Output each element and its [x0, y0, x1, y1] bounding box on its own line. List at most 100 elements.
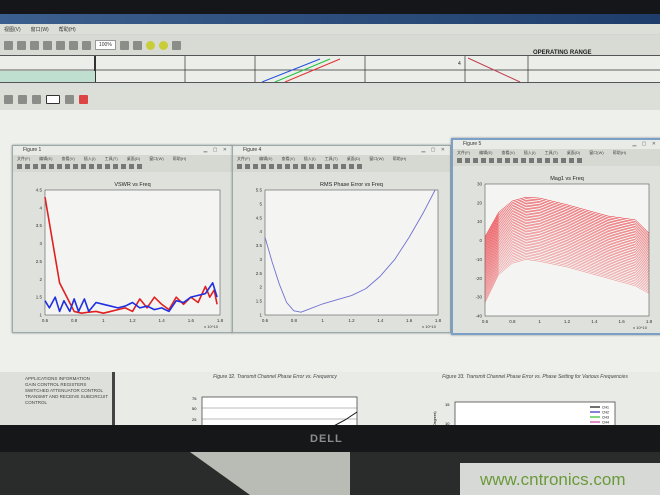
bookmark-item[interactable]: APPLICATIONS INFORMATION [25, 376, 90, 381]
figure-menu-item[interactable]: 帮助(H) [172, 156, 187, 161]
figure-tool-icon[interactable] [237, 164, 242, 169]
figure-menu-item[interactable]: 文件(F) [237, 156, 251, 161]
zoom-in-icon[interactable] [82, 40, 91, 50]
figure-tool-icon[interactable] [505, 158, 510, 163]
figure-tool-icon[interactable] [349, 164, 354, 169]
figure-tool-icon[interactable] [25, 164, 30, 169]
email-icon[interactable] [30, 40, 39, 50]
figure-menu-item[interactable]: 编辑(E) [259, 156, 273, 161]
figure-tool-icon[interactable] [121, 164, 126, 169]
next-page-icon[interactable] [56, 40, 65, 50]
figure-menu-item[interactable]: 工具(T) [324, 156, 338, 161]
figure-menu-item[interactable]: 窗口(W) [149, 156, 164, 161]
prev-page-icon[interactable] [43, 40, 52, 50]
figure-menu-item[interactable]: 插入(I) [303, 156, 316, 161]
figure-menu-item[interactable]: 帮助(H) [392, 156, 407, 161]
print-icon[interactable] [17, 40, 26, 50]
window-buttons-icon[interactable]: ▁ ▢ ✕ [203, 147, 229, 153]
figure-tool-icon[interactable] [481, 158, 486, 163]
figure-window-5[interactable]: Figure 5 ▁ ▢ ✕ 文件(F) 编辑(E) 查看(V) 插入(I) 工具(T) 桌面… [451, 138, 660, 335]
figure-menu-item[interactable]: 工具(T) [104, 156, 118, 161]
save-icon[interactable] [4, 94, 13, 104]
figure-tool-icon[interactable] [529, 158, 534, 163]
figure-menu-item[interactable]: 编辑(E) [39, 156, 53, 161]
figure-tool-icon[interactable] [357, 164, 362, 169]
fit-width-icon[interactable] [132, 40, 142, 50]
figure-menu-item[interactable]: 桌面(D) [126, 156, 141, 161]
bookmark-item[interactable]: TRANSMIT AND RECEIVE SUBCIRCUIT CONTROL [25, 394, 109, 405]
figure-tool-icon[interactable] [97, 164, 102, 169]
figure-window-4[interactable]: Figure 4 ▁ ▢ ✕ 文件(F) 编辑(E) 查看(V) 插入(I) 工具(T) 桌面… [232, 145, 451, 333]
figure-tool-icon[interactable] [497, 158, 502, 163]
expand-icon[interactable] [171, 40, 181, 50]
window-buttons-icon[interactable]: ▁ ▢ ✕ [632, 141, 658, 147]
menu-item[interactable]: 视图(V) [4, 27, 21, 33]
figure-tool-icon[interactable] [309, 164, 314, 169]
pencil-icon[interactable] [65, 94, 74, 104]
figure-tool-icon[interactable] [137, 164, 142, 169]
zoom-out-icon[interactable] [69, 40, 78, 50]
stamp-icon[interactable] [32, 94, 41, 104]
figure-menu-item[interactable]: 帮助(H) [612, 150, 627, 155]
menu-item[interactable]: 窗口(W) [30, 27, 49, 33]
figure-tool-icon[interactable] [57, 164, 62, 169]
figure-window-1[interactable]: Figure 1 ▁ ▢ ✕ 文件(F) 编辑(E) 查看(V) 插入(I) 工具(T) 桌面… [12, 145, 233, 333]
figure-tool-icon[interactable] [65, 164, 70, 169]
figure-tool-icon[interactable] [269, 164, 274, 169]
figure-tool-icon[interactable] [301, 164, 306, 169]
copy-icon[interactable] [18, 94, 27, 104]
bookmark-item[interactable]: SWITCHED ATTENUATOR CONTROL [25, 388, 104, 393]
menu-item[interactable]: 帮助(H) [58, 27, 76, 33]
figure-tool-icon[interactable] [81, 164, 86, 169]
figure-tool-icon[interactable] [105, 164, 110, 169]
figure-tool-icon[interactable] [561, 158, 566, 163]
figure-menu-item[interactable]: 查看(V) [501, 150, 515, 155]
figure-menu-item[interactable]: 文件(F) [457, 150, 471, 155]
figure-menu-item[interactable]: 桌面(D) [566, 150, 581, 155]
figure-tool-icon[interactable] [577, 158, 582, 163]
figure-tool-icon[interactable] [49, 164, 54, 169]
figure-tool-icon[interactable] [73, 164, 78, 169]
figure-tool-icon[interactable] [521, 158, 526, 163]
figure-menu-item[interactable]: 插入(I) [523, 150, 536, 155]
figure-tool-icon[interactable] [553, 158, 558, 163]
eraser-icon[interactable] [79, 94, 88, 104]
figure-menu-item[interactable]: 桌面(D) [346, 156, 361, 161]
figure-tool-icon[interactable] [325, 164, 330, 169]
figure-tool-icon[interactable] [17, 164, 22, 169]
figure-menu-item[interactable]: 查看(V) [61, 156, 75, 161]
figure-menu-item[interactable]: 编辑(E) [479, 150, 493, 155]
figure-menu-item[interactable]: 窗口(W) [589, 150, 604, 155]
zoom-select[interactable]: 100% [95, 40, 116, 50]
figure-tool-icon[interactable] [277, 164, 282, 169]
figure-tool-icon[interactable] [473, 158, 478, 163]
figure-tool-icon[interactable] [545, 158, 550, 163]
figure-tool-icon[interactable] [341, 164, 346, 169]
save-icon[interactable] [4, 40, 13, 50]
figure-tool-icon[interactable] [285, 164, 290, 169]
figure-tool-icon[interactable] [513, 158, 518, 163]
figure-menu-item[interactable]: 工具(T) [544, 150, 558, 155]
figure-tool-icon[interactable] [333, 164, 338, 169]
figure-tool-icon[interactable] [245, 164, 250, 169]
figure-tool-icon[interactable] [253, 164, 258, 169]
figure-tool-icon[interactable] [41, 164, 46, 169]
fit-page-icon[interactable] [119, 40, 129, 50]
figure-tool-icon[interactable] [89, 164, 94, 169]
figure-tool-icon[interactable] [457, 158, 462, 163]
figure-tool-icon[interactable] [537, 158, 542, 163]
figure-tool-icon[interactable] [489, 158, 494, 163]
figure-tool-icon[interactable] [465, 158, 470, 163]
figure-menu-item[interactable]: 窗口(W) [369, 156, 384, 161]
bookmark-item[interactable]: GAIN CONTROL REGISTERS [25, 382, 87, 387]
figure-tool-icon[interactable] [569, 158, 574, 163]
comment-icon[interactable] [145, 40, 155, 50]
figure-tool-icon[interactable] [261, 164, 266, 169]
figure-tool-icon[interactable] [293, 164, 298, 169]
figure-tool-icon[interactable] [113, 164, 118, 169]
pen-tool-icon[interactable] [46, 94, 60, 104]
window-buttons-icon[interactable]: ▁ ▢ ✕ [421, 147, 447, 153]
figure-menu-item[interactable]: 文件(F) [17, 156, 31, 161]
figure-menu-item[interactable]: 插入(I) [83, 156, 96, 161]
figure-tool-icon[interactable] [129, 164, 134, 169]
